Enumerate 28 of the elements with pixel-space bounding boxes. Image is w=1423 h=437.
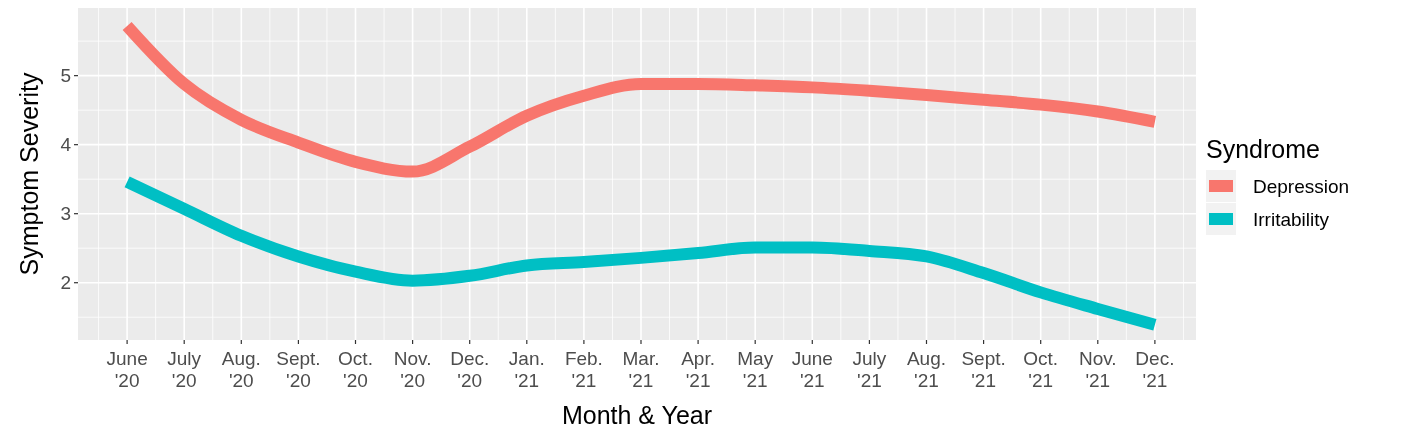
y-tick-label: 4 (60, 134, 72, 156)
x-tick-label: Sept. '20 (276, 348, 321, 391)
x-tick-label: Apr. '21 (681, 348, 715, 391)
x-tick-label: July '21 (852, 348, 887, 391)
x-tick-label: Mar. '21 (622, 348, 660, 391)
legend-title: Syndrome (1206, 135, 1320, 163)
x-tick-label: Dec. '20 (450, 348, 490, 391)
legend-label: Irritability (1253, 208, 1330, 230)
x-tick-label: June '21 (791, 348, 833, 391)
y-tick-label: 3 (60, 203, 71, 225)
x-tick-label: Feb. '21 (564, 348, 603, 391)
x-tick-label: Nov. '20 (393, 348, 432, 391)
x-tick-label: Sept. '21 (961, 348, 1006, 391)
x-tick-label: Oct. '21 (1023, 348, 1059, 391)
x-tick-label: Aug. '20 (221, 348, 261, 391)
y-axis-title: Symptom Severity (15, 72, 43, 276)
x-tick-label: Aug. '21 (906, 348, 947, 391)
legend-label: Depression (1253, 175, 1350, 197)
x-tick-label: Oct. '20 (338, 348, 373, 391)
x-tick-label: Jan. '21 (508, 348, 545, 391)
x-tick-label: June '20 (106, 348, 148, 391)
x-tick-label: May '21 (737, 348, 774, 391)
y-tick-label: 5 (60, 65, 71, 87)
x-tick-label: July '20 (167, 348, 202, 391)
x-tick-label: Dec. '21 (1135, 348, 1175, 391)
y-tick-label: 2 (60, 272, 71, 294)
x-tick-label: Nov. '21 (1078, 348, 1117, 391)
x-axis-title: Month & Year (561, 401, 713, 429)
